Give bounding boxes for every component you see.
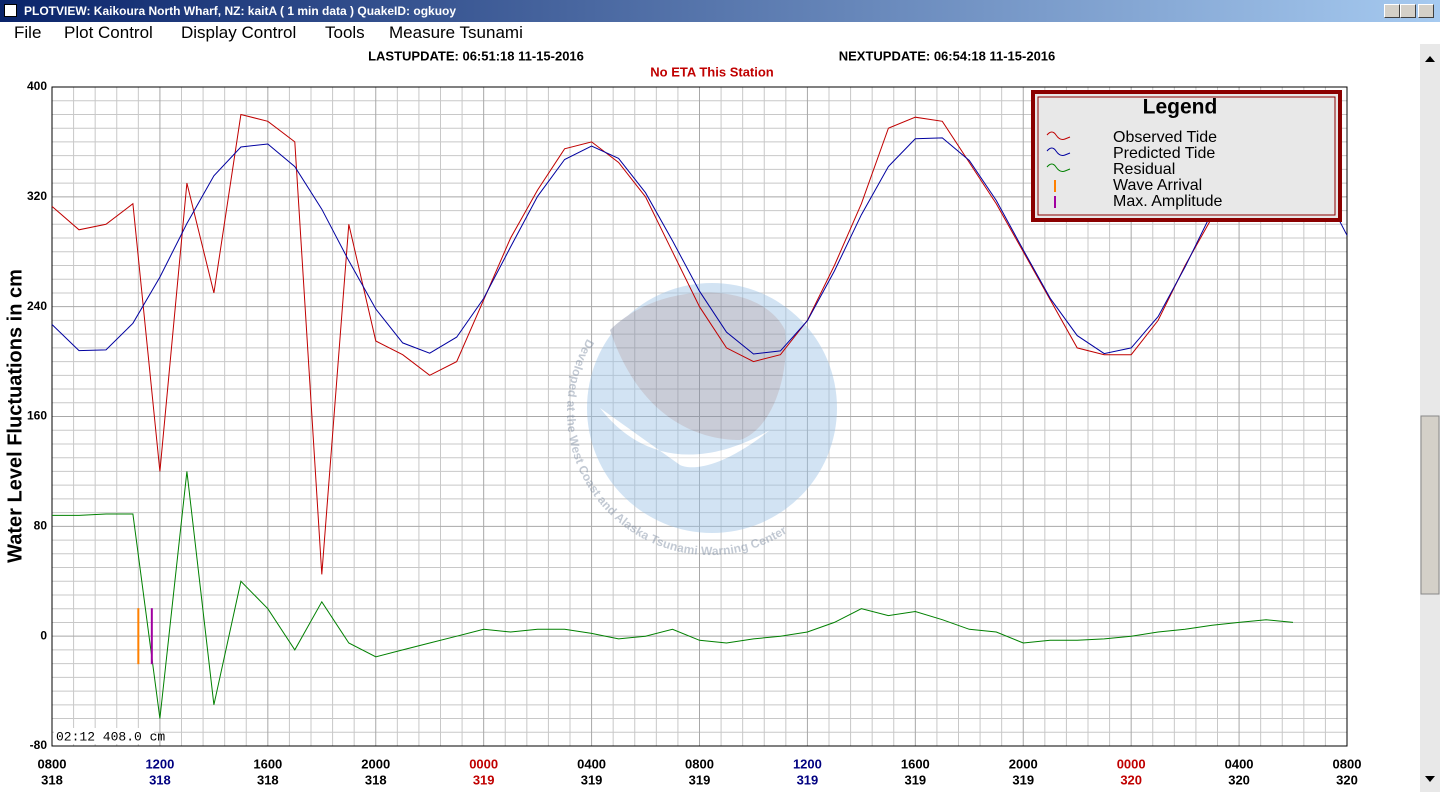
menu-item[interactable]: Plot Control — [64, 23, 153, 42]
x-tick-day: 319 — [1012, 772, 1034, 787]
maximize-button[interactable] — [1400, 4, 1416, 18]
x-tick-day: 318 — [257, 772, 279, 787]
x-tick-label: 0800 — [38, 756, 67, 771]
x-tick-label: 1600 — [253, 756, 282, 771]
series-line — [51, 113, 1294, 575]
watermark-circle — [587, 283, 837, 533]
legend-entry: Wave Arrival — [1113, 177, 1202, 194]
next-update: NEXTUPDATE: 06:54:18 11-15-2016 — [839, 48, 1056, 63]
eta-note: No ETA This Station — [650, 64, 774, 79]
legend-entry: Max. Amplitude — [1113, 193, 1222, 210]
cursor-readout: 02:12 408.0 cm — [56, 729, 165, 744]
series-line — [52, 471, 1294, 719]
window-title: PLOTVIEW: Kaikoura North Wharf, NZ: kait… — [24, 4, 457, 18]
x-tick-label: 0400 — [577, 756, 606, 771]
y-tick-label: 400 — [27, 79, 47, 93]
x-tick-label: 2000 — [1009, 756, 1038, 771]
cursor-readout-bg — [54, 728, 154, 744]
x-tick-label: 0800 — [685, 756, 714, 771]
legend-entry: Residual — [1113, 161, 1175, 178]
x-tick-label: 1200 — [793, 756, 822, 771]
y-tick-label: 0 — [40, 628, 47, 642]
legend-box — [1031, 90, 1342, 222]
title-bar: PLOTVIEW: Kaikoura North Wharf, NZ: kait… — [0, 0, 1440, 22]
y-tick-label: 240 — [27, 299, 47, 313]
legend-symbol — [1046, 147, 1071, 156]
y-tick-label: 160 — [27, 409, 47, 423]
series-line — [51, 135, 1348, 355]
app-icon — [4, 4, 17, 17]
x-tick-label: 2000 — [361, 756, 390, 771]
menu-item[interactable]: Tools — [325, 23, 365, 42]
scroll-thumb[interactable] — [1420, 415, 1440, 595]
y-tick-label: 320 — [27, 189, 47, 203]
x-tick-day: 320 — [1228, 772, 1250, 787]
minimize-button[interactable] — [1384, 4, 1400, 18]
legend-title: Legend — [1143, 96, 1218, 119]
x-tick-day: 318 — [149, 772, 171, 787]
x-tick-label: 0800 — [1333, 756, 1362, 771]
legend-inner — [1037, 96, 1336, 216]
x-tick-day: 319 — [904, 772, 926, 787]
y-axis-label: Water Level Fluctuations in cm — [4, 269, 26, 563]
y-tick-label: -80 — [30, 738, 48, 752]
menu-bar: File Plot Control Display Control Tools … — [0, 22, 1440, 44]
legend-symbol — [1046, 131, 1071, 140]
x-tick-label: 0400 — [1225, 756, 1254, 771]
x-tick-label: 0000 — [469, 756, 498, 771]
legend-symbol — [1046, 163, 1071, 172]
x-tick-day: 319 — [797, 772, 819, 787]
watermark: Developed at the West Coast and Alaska T… — [564, 283, 837, 558]
grid — [51, 86, 1348, 747]
plot-frame — [51, 86, 1348, 747]
close-button[interactable] — [1418, 4, 1434, 18]
x-tick-day: 319 — [473, 772, 495, 787]
menu-item[interactable]: File — [14, 23, 42, 42]
legend-entry: Observed Tide — [1113, 129, 1217, 146]
menu-item[interactable]: Display Control — [181, 23, 297, 42]
x-tick-day: 318 — [365, 772, 387, 787]
scroll-down[interactable] — [1425, 776, 1435, 782]
x-tick-day: 318 — [41, 772, 63, 787]
x-tick-label: 0000 — [1117, 756, 1146, 771]
watermark-wave — [600, 408, 770, 468]
x-tick-label: 1600 — [901, 756, 930, 771]
x-tick-label: 1200 — [145, 756, 174, 771]
x-tick-day: 319 — [689, 772, 711, 787]
x-tick-day: 320 — [1336, 772, 1358, 787]
menu-item[interactable]: Measure Tsunami — [389, 23, 523, 42]
legend-entry: Predicted Tide — [1113, 145, 1215, 162]
last-update: LASTUPDATE: 06:51:18 11-15-2016 — [368, 48, 584, 63]
x-tick-day: 320 — [1120, 772, 1142, 787]
scroll-up[interactable] — [1425, 56, 1435, 62]
y-tick-label: 80 — [34, 519, 48, 533]
x-tick-day: 319 — [581, 772, 603, 787]
watermark-bird — [610, 292, 786, 440]
